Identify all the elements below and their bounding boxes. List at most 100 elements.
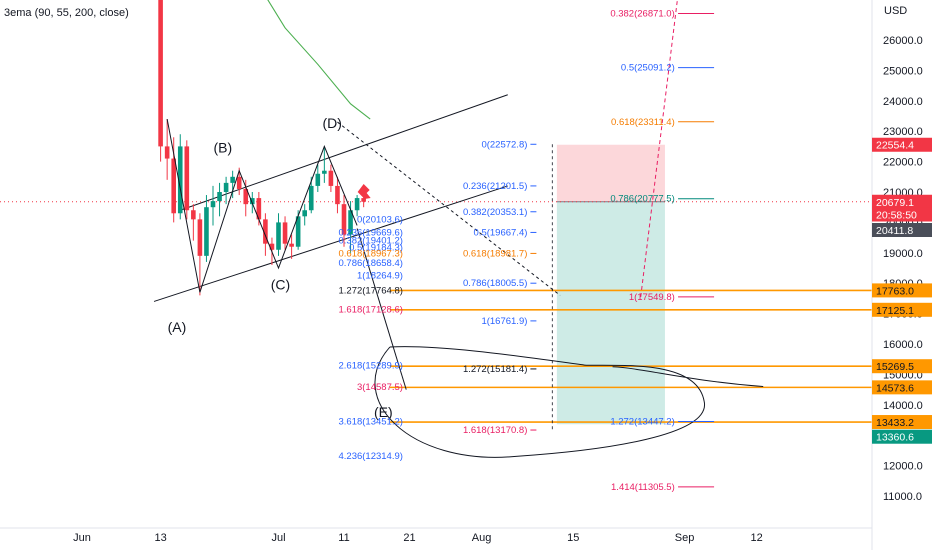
fib-right-label: 1.272(13447.2) [610,417,674,428]
y-tick-label: 11000.0 [883,491,922,503]
candle-body [354,198,360,211]
fib-right-label: 0.382(26871.0) [610,9,674,20]
x-tick-label: Sep [675,532,695,544]
candle-body [308,185,314,211]
price-tag-bg [872,359,932,374]
x-tick-label: 12 [751,532,763,544]
y-tick-label: 26000.0 [883,35,923,47]
price-tag-label: 17763.0 [876,285,914,297]
fib-right-label: 0.618(23311.4) [611,117,675,128]
fib-left-label: 0.382(19401.2) [338,236,402,247]
candle-body [230,176,235,183]
y-tick-label: 14000.0 [883,400,923,412]
y-tick-label: 12000.0 [883,461,923,473]
price-tag-label: 22554.4 [876,140,914,152]
y-tick-label: 23000.0 [883,126,923,138]
highlight-ellipse [374,346,764,458]
candle-body [158,0,163,147]
candle-body [282,222,288,244]
wave-zigzag [166,118,358,293]
ema-line [267,0,371,120]
currency-label: USD [884,5,907,17]
candle-body [335,185,340,205]
position-stop-zone [556,144,665,202]
fib-mid-label: 0.5(19667.4) [474,227,528,238]
fib-mid-label: 1.272(15181.4) [463,364,527,375]
fib-mid-label: 1.618(13170.8) [463,425,527,436]
candle-body [269,243,275,250]
x-tick-label: 21 [403,532,415,544]
fib-left-label: 1(18264.9) [357,270,403,281]
fib-mid-label: 0.382(20353.1) [463,207,527,218]
y-tick-label: 24000.0 [883,96,923,108]
candle-body [164,146,170,159]
candle-body [191,210,196,220]
wave-label: (A) [168,319,187,335]
marker-shape [357,184,371,199]
price-tag-label: 20:58:50 [876,209,917,221]
wave-label: (C) [271,276,290,292]
wave-label: (E) [374,404,393,420]
candle-body [236,176,242,189]
candle-body [263,219,268,244]
x-tick-label: 11 [338,532,349,544]
position-target-zone [556,201,665,425]
fib-left-label: 3(14587.5) [357,382,403,393]
price-tag-label: 20679.1 [876,197,914,209]
fib-mid-label: 0.786(18005.5) [463,278,527,289]
fib-left-label: 0.236(19669.6) [338,227,402,238]
x-tick-label: Jul [271,532,285,544]
fib-mid-label: 0.618(18981.7) [463,248,527,259]
fib-left-label: 0.5(19184.3) [349,242,403,253]
indicator-label[interactable]: 3ema (90, 55, 200, close) [4,7,129,19]
price-tag-label: 13360.6 [876,432,914,444]
fib-left-label: 0.786(18658.4) [338,258,402,269]
fib-mid-label: 1(16761.9) [481,316,527,327]
pink-projection-line [640,0,678,297]
candle-body [250,198,255,205]
candle-body [361,198,366,202]
price-tag-bg [872,429,932,444]
candle-body [315,173,321,186]
candle-body [328,170,334,186]
price-tag-label: 20411.8 [876,225,913,237]
candle-body [348,210,353,235]
fib-left-label: 0(20103.6) [357,214,403,225]
fib-left-label: 2.618(15289.9) [338,361,402,372]
fib-left-label: 0.618(18967.3) [338,249,402,260]
price-tag-bg [872,207,932,222]
price-tag-label: 17125.1 [876,305,914,317]
fib-right-label: 0.5(25091.2) [621,63,675,74]
price-tag-bg [872,302,932,317]
price-tag-bg [872,380,932,395]
fib-mid-label: 0(22572.8) [481,139,527,150]
x-tick-label: Jun [73,532,91,544]
price-tag-bg [872,283,932,298]
x-tick-label: 13 [154,532,166,544]
fib-left-label: 4.236(12314.9) [338,451,402,462]
fib-right-label: 0.786(20777.5) [610,194,674,205]
fib-right-label: 1.414(11305.5) [611,482,675,493]
y-tick-label: 16000.0 [883,339,923,351]
candle-body [341,204,347,235]
fib-mid-label: 0.236(21201.5) [463,181,527,192]
wave-label: (B) [213,139,232,155]
candle-body [184,146,190,211]
price-tag-label: 14573.6 [876,382,914,394]
fib-left-label: 1.618(17128.6) [338,305,402,316]
x-tick-label: Aug [472,532,492,544]
price-tag-bg [872,137,932,152]
channel-lower-line [153,185,508,302]
candle-body [295,216,301,247]
candle-body [322,170,327,174]
price-tag-bg [872,223,932,237]
candle-body [302,210,307,217]
candle-body [217,192,222,202]
x-tick-label: 15 [567,532,579,544]
y-tick-label: 19000.0 [883,248,923,260]
fib-right-label: 1(17549.8) [629,292,675,303]
y-tick-label: 22000.0 [883,157,923,169]
candle-body [243,188,249,205]
